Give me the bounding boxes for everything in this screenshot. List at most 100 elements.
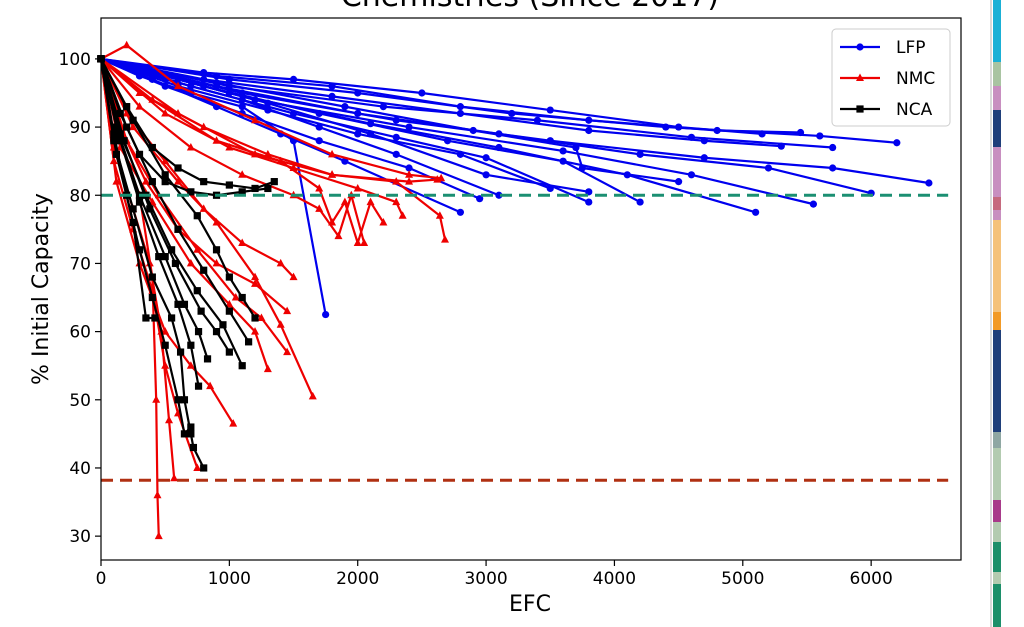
nmc-data-point	[251, 149, 260, 158]
nca-data-point	[142, 314, 150, 322]
lfp-data-point	[572, 143, 580, 152]
legend-marker-nca	[856, 105, 864, 113]
y-tick-label: 70	[69, 254, 91, 274]
nca-data-point	[189, 443, 198, 452]
legend-label-lfp: LFP	[896, 38, 926, 58]
nca-data-point	[176, 348, 185, 356]
nmc-data-point	[193, 245, 202, 253]
nmc-data-point	[251, 115, 260, 124]
nca-data-point	[174, 225, 182, 233]
x-tick-label: 1000	[208, 569, 251, 589]
nmc-data-point	[283, 347, 292, 356]
nca-data-point	[194, 328, 203, 336]
nmc-data-point	[186, 361, 195, 369]
nmc-data-point	[153, 490, 162, 499]
lfp-data-point	[328, 92, 336, 101]
lfp-data-point	[456, 208, 465, 216]
nmc-data-point	[308, 391, 317, 400]
nmc-data-point	[174, 81, 183, 90]
x-tick-label: 2000	[336, 569, 379, 589]
lfp-data-point	[636, 150, 644, 158]
nca-data-point	[245, 338, 253, 346]
nca-data-point	[180, 396, 189, 404]
nca-data-point	[251, 314, 259, 322]
sidebar-stripe	[993, 220, 1001, 312]
nmc-data-point	[441, 235, 449, 243]
lfp-data-point	[816, 132, 824, 140]
lfp-data-point	[405, 164, 413, 172]
lfp-data-point	[925, 179, 933, 187]
lfp-data-point	[469, 126, 477, 135]
legend-marker-nmc	[856, 73, 864, 81]
nca-data-point	[264, 184, 272, 193]
y-tick-label: 100	[59, 50, 91, 70]
nmc-data-point	[353, 238, 362, 246]
lfp-data-point	[636, 198, 644, 206]
sidebar-stripe	[993, 522, 1001, 542]
chart-title: Chemistries (Since 2017)	[341, 0, 719, 14]
nca-data-point	[148, 273, 156, 281]
nca-cell-line	[100, 58, 275, 190]
nmc-data-point	[129, 122, 138, 131]
sidebar-stripe	[993, 210, 1001, 220]
sidebar-stripe	[993, 147, 1001, 197]
nmc-data-point	[328, 170, 337, 178]
series-lfp	[97, 55, 933, 319]
nmc-data-point	[170, 473, 179, 482]
nmc-data-point	[212, 218, 221, 226]
sidebar-stripe	[993, 584, 1001, 627]
nmc-data-point	[238, 238, 247, 246]
lfp-data-point	[585, 188, 593, 196]
nmc-data-point	[379, 218, 388, 226]
nmc-data-point	[283, 306, 292, 315]
lfp-data-point	[559, 157, 567, 165]
nmc-data-point	[353, 183, 362, 192]
sidebar-stripe	[993, 62, 1001, 86]
nca-data-point	[161, 341, 169, 349]
nmc-data-point	[165, 415, 174, 424]
nca-data-point	[116, 130, 124, 138]
x-tick-label: 0	[96, 569, 107, 589]
legend-marker-lfp	[856, 43, 864, 51]
nmc-data-point	[225, 143, 234, 151]
nca-data-point	[167, 314, 176, 322]
y-tick-label: 90	[69, 118, 91, 138]
nca-data-point	[112, 150, 121, 158]
nmc-data-point	[212, 258, 221, 267]
lfp-data-point	[238, 103, 246, 111]
lfp-data-point	[700, 137, 708, 145]
chart: Chemistries (Since 2017) 0 1000 2000 3000 40…	[29, 0, 962, 617]
lfp-data-point	[482, 171, 490, 179]
lfp-data-point	[675, 178, 683, 186]
lfp-data-point	[315, 137, 323, 145]
nmc-data-point	[154, 531, 163, 540]
lfp-data-point	[354, 130, 362, 138]
legend-label-nca: NCA	[896, 100, 933, 120]
nca-data-point	[238, 362, 246, 370]
nmc-data-point	[289, 272, 298, 281]
nca-data-point	[161, 171, 169, 179]
lfp-data-point	[392, 150, 400, 158]
sidebar-stripe	[993, 86, 1001, 110]
nmc-data-point	[186, 143, 195, 151]
lfp-data-point	[829, 164, 837, 172]
nmc-data-point	[405, 177, 414, 185]
nca-data-point	[251, 184, 259, 193]
nca-data-point	[146, 205, 154, 213]
nca-data-point	[212, 328, 221, 336]
nca-data-point	[203, 355, 212, 363]
nca-data-point	[225, 181, 233, 189]
nca-data-point	[110, 130, 118, 138]
nca-data-point	[155, 253, 163, 261]
nmc-data-point	[398, 211, 407, 219]
nmc-data-point	[229, 419, 238, 427]
nca-data-point	[161, 178, 169, 186]
nca-data-point	[161, 253, 169, 261]
lfp-data-point	[366, 130, 375, 138]
lfp-data-point	[289, 75, 298, 83]
sidebar-stripe	[993, 432, 1001, 448]
lfp-data-point	[495, 191, 503, 199]
x-tick-label: 6000	[850, 569, 893, 589]
nmc-data-point	[251, 279, 260, 287]
nmc-data-point	[405, 170, 414, 178]
